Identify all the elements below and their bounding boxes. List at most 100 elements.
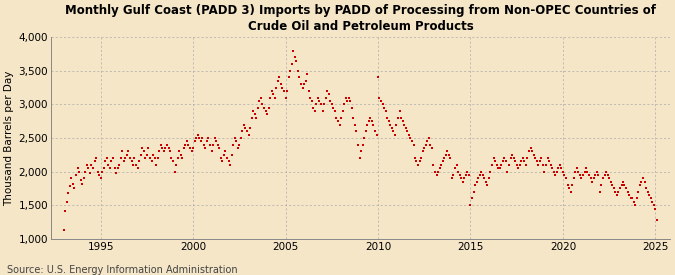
Point xyxy=(448,173,459,177)
Point xyxy=(157,146,167,150)
Point xyxy=(236,136,246,140)
Point xyxy=(613,189,624,194)
Point xyxy=(169,169,180,174)
Point xyxy=(256,95,267,100)
Point xyxy=(460,173,471,177)
Point xyxy=(262,112,273,117)
Point xyxy=(417,149,428,154)
Point xyxy=(627,196,638,201)
Point xyxy=(152,156,163,160)
Point xyxy=(66,176,77,180)
Point xyxy=(494,166,505,170)
Point xyxy=(411,159,422,164)
Point xyxy=(171,163,182,167)
Point xyxy=(437,159,448,164)
Point xyxy=(165,149,176,154)
Point xyxy=(231,139,242,144)
Point xyxy=(219,153,230,157)
Point xyxy=(481,180,491,184)
Point xyxy=(439,156,450,160)
Point xyxy=(126,159,137,164)
Point xyxy=(296,82,306,86)
Point xyxy=(442,149,453,154)
Point xyxy=(221,156,232,160)
Point xyxy=(589,176,599,180)
Point xyxy=(614,186,625,191)
Point xyxy=(537,163,548,167)
Point xyxy=(331,116,342,120)
Point xyxy=(525,146,536,150)
Point xyxy=(339,102,350,106)
Point xyxy=(263,106,274,110)
Point xyxy=(120,156,131,160)
Point xyxy=(220,149,231,154)
Point xyxy=(389,132,400,137)
Point xyxy=(237,129,248,133)
Point xyxy=(396,116,406,120)
Point xyxy=(497,159,508,164)
Point xyxy=(412,163,423,167)
Point xyxy=(565,189,576,194)
Point xyxy=(561,176,572,180)
Point xyxy=(194,136,205,140)
Point xyxy=(388,129,399,133)
Point xyxy=(243,132,254,137)
Point xyxy=(163,146,174,150)
Point xyxy=(628,200,639,204)
Point xyxy=(624,193,634,197)
Point xyxy=(562,183,573,187)
Point xyxy=(140,156,151,160)
Point xyxy=(177,156,188,160)
Point xyxy=(333,119,344,123)
Point xyxy=(144,156,155,160)
Point xyxy=(308,106,319,110)
Point xyxy=(155,142,166,147)
Point xyxy=(357,142,368,147)
Point xyxy=(542,156,553,160)
Point xyxy=(445,156,456,160)
Point xyxy=(619,183,630,187)
Point xyxy=(516,159,526,164)
Point xyxy=(558,169,568,174)
Point xyxy=(274,75,285,80)
Point xyxy=(607,183,618,187)
Point xyxy=(146,159,157,164)
Point xyxy=(457,180,468,184)
Point xyxy=(342,99,352,103)
Point xyxy=(266,89,277,93)
Point xyxy=(418,146,429,150)
Point xyxy=(178,146,189,150)
Point xyxy=(462,169,472,174)
Point xyxy=(531,159,542,164)
Point xyxy=(257,102,268,106)
Point xyxy=(526,149,537,154)
Point xyxy=(192,132,203,137)
Point xyxy=(488,156,499,160)
Point xyxy=(290,55,300,59)
Point xyxy=(188,146,198,150)
Point xyxy=(399,122,410,127)
Point xyxy=(472,176,483,180)
Point xyxy=(197,136,208,140)
Point xyxy=(275,82,286,86)
Point xyxy=(202,139,213,144)
Y-axis label: Thousand Barrels per Day: Thousand Barrels per Day xyxy=(4,70,14,206)
Point xyxy=(362,122,373,127)
Point xyxy=(475,173,485,177)
Point xyxy=(510,159,520,164)
Point xyxy=(106,159,117,164)
Point xyxy=(63,191,74,195)
Point xyxy=(482,183,493,187)
Point xyxy=(249,112,260,117)
Point xyxy=(622,189,633,194)
Point xyxy=(213,142,223,147)
Point xyxy=(300,79,311,83)
Point xyxy=(573,169,584,174)
Point xyxy=(206,149,217,154)
Point xyxy=(58,228,69,232)
Point xyxy=(553,166,564,170)
Point xyxy=(228,142,239,147)
Point xyxy=(306,99,317,103)
Point xyxy=(514,163,525,167)
Point xyxy=(356,149,367,154)
